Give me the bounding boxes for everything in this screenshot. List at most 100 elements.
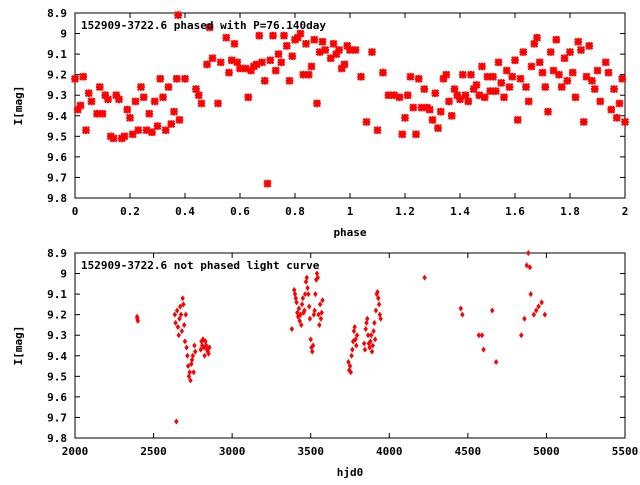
data-point	[299, 301, 305, 308]
data-point	[369, 332, 374, 339]
data-point	[203, 338, 208, 345]
x-tick-label: 0.6	[230, 205, 250, 218]
data-point	[618, 74, 627, 83]
data-point	[134, 126, 143, 135]
data-point	[588, 76, 596, 85]
data-point	[513, 115, 522, 124]
data-point	[460, 311, 465, 318]
data-point	[353, 336, 358, 343]
data-point	[183, 311, 188, 318]
data-point	[379, 68, 387, 77]
data-point	[189, 356, 195, 363]
data-point	[137, 83, 145, 91]
data-point	[274, 50, 283, 59]
data-point	[93, 109, 101, 118]
data-point	[552, 35, 561, 44]
data-point	[365, 332, 371, 339]
y-tick-label: 9.4	[47, 350, 67, 363]
data-point	[306, 291, 311, 298]
data-point	[367, 344, 372, 351]
data-point	[479, 332, 485, 339]
data-point	[522, 83, 530, 91]
data-point	[436, 107, 445, 116]
data-point	[326, 54, 335, 63]
data-point	[236, 64, 244, 73]
data-point	[502, 66, 511, 75]
data-point	[332, 50, 341, 59]
data-point	[181, 74, 189, 83]
y-tick-label: 8.9	[47, 247, 67, 260]
data-point	[472, 80, 481, 89]
data-point	[310, 35, 319, 44]
data-point	[260, 76, 269, 85]
data-point	[317, 321, 322, 328]
data-point	[193, 348, 198, 355]
data-point	[304, 70, 313, 79]
data-point	[555, 70, 563, 79]
data-point	[148, 128, 156, 137]
data-point	[434, 124, 442, 133]
data-point	[557, 83, 566, 91]
data-point	[95, 83, 104, 91]
data-point	[198, 346, 203, 353]
data-point	[522, 315, 527, 322]
phased-ticks: 0 0.2 0.4 0.6 0.8 1 1.2 1.4 1.6 1.8 2 8.9 9 9.1 9.2 9.3…	[47, 7, 628, 218]
data-point	[524, 97, 533, 106]
y-tick-label: 9.5	[47, 130, 67, 143]
x-tick-label: 3000	[219, 445, 246, 458]
data-point	[280, 31, 288, 40]
data-point	[269, 31, 277, 40]
data-point	[297, 317, 302, 324]
data-point	[109, 134, 118, 143]
data-point	[307, 315, 313, 322]
data-point	[312, 307, 317, 314]
data-point	[610, 85, 618, 94]
data-point	[173, 319, 178, 326]
data-point	[182, 338, 188, 345]
y-tick-label: 9.6	[47, 391, 67, 404]
data-point	[403, 91, 412, 100]
x-tick-label: 5000	[533, 445, 560, 458]
data-point	[406, 72, 415, 81]
y-tick-label: 9.3	[47, 329, 67, 342]
data-point	[590, 85, 599, 94]
data-point	[271, 66, 280, 75]
data-point	[373, 126, 382, 135]
data-point	[486, 87, 495, 96]
data-point	[282, 41, 291, 50]
data-point	[302, 307, 307, 314]
data-point	[511, 56, 519, 65]
x-tick-label: 1.8	[560, 205, 580, 218]
data-point	[364, 319, 369, 326]
data-point	[447, 111, 456, 120]
data-point	[128, 130, 137, 139]
data-point	[526, 250, 531, 256]
data-point	[230, 39, 239, 48]
y-tick-label: 9.3	[47, 89, 67, 102]
data-point	[585, 41, 594, 50]
data-point	[351, 328, 357, 335]
data-point	[175, 324, 181, 330]
data-point	[126, 113, 134, 122]
data-point	[202, 352, 207, 359]
data-point	[84, 89, 93, 98]
data-point	[307, 62, 316, 71]
data-point	[305, 284, 310, 291]
data-point	[352, 324, 357, 330]
data-point	[469, 85, 478, 94]
data-point	[361, 340, 367, 347]
data-point	[295, 309, 300, 316]
data-point	[395, 93, 404, 102]
data-point	[142, 126, 151, 135]
data-point	[182, 321, 187, 328]
data-point	[139, 93, 148, 102]
y-tick-label: 9.7	[47, 411, 67, 424]
data-point	[178, 311, 184, 318]
data-point	[310, 348, 315, 355]
data-point	[296, 29, 305, 38]
data-point	[76, 101, 85, 110]
data-point	[153, 122, 162, 131]
data-point	[431, 89, 440, 98]
data-point	[190, 352, 196, 359]
